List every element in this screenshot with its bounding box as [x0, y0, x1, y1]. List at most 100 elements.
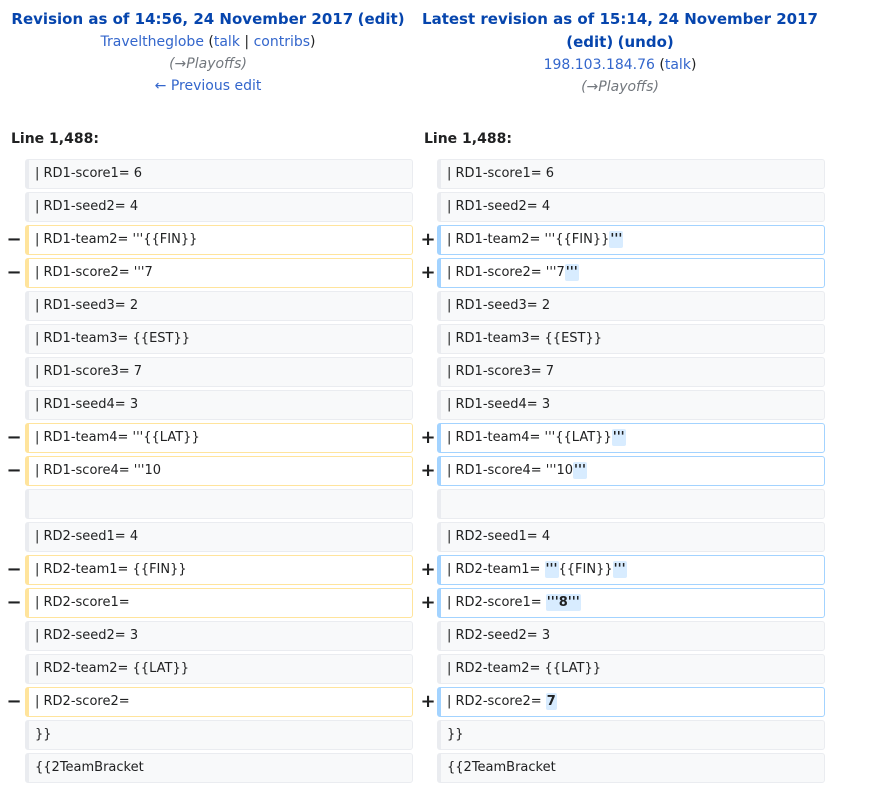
- context-line-left: | RD1-seed4= 3: [25, 390, 413, 420]
- context-line-left: }}: [25, 720, 413, 750]
- context-line-left: | RD2-seed2= 3: [25, 621, 413, 651]
- inserted-text: ''': [609, 231, 624, 248]
- context-line-left: | RD1-seed3= 2: [25, 291, 413, 321]
- diff-row: | RD1-team3= {{EST}} | RD1-team3= {{EST}}: [0, 324, 874, 354]
- left-section-link[interactable]: Playoffs: [186, 56, 242, 72]
- right-edit-summary: (→Playoffs): [581, 79, 659, 95]
- context-line-right: {{2TeamBracket: [437, 753, 825, 783]
- left-section-arrow[interactable]: →: [174, 56, 187, 72]
- added-line: | RD1-team4= '''{{LAT}}''': [437, 423, 825, 453]
- previous-edit-link[interactable]: ← Previous edit: [154, 78, 262, 94]
- minus-marker: −: [6, 262, 22, 283]
- diff-row: | RD1-seed4= 3 | RD1-seed4= 3: [0, 390, 874, 420]
- added-line: | RD2-team1= '''{{FIN}}''': [437, 555, 825, 585]
- left-revision-title-link[interactable]: Revision as of 14:56, 24 November 2017: [11, 10, 354, 28]
- inserted-text: ''': [612, 561, 627, 578]
- inserted-text: ''': [544, 561, 559, 578]
- plus-marker: +: [420, 592, 436, 613]
- context-line-right: | RD1-seed2= 4: [437, 192, 825, 222]
- context-line-left: | RD1-score1= 6: [25, 159, 413, 189]
- diff-row: − + | RD1-team4= '''{{LAT}} | RD1-team4= ''…: [0, 423, 874, 453]
- plus-marker: +: [420, 460, 436, 481]
- deleted-line: | RD1-team4= '''{{LAT}}: [25, 423, 413, 453]
- minus-marker: −: [6, 229, 22, 250]
- added-text: | RD2-team1=: [447, 562, 545, 577]
- diff-row: − + | RD1-score4= '''10 | RD1-score4= '''10…: [0, 456, 874, 486]
- diff-row: | RD1-score3= 7 | RD1-score3= 7: [0, 357, 874, 387]
- right-edit-link[interactable]: edit: [573, 33, 607, 51]
- context-line-left: | RD1-seed2= 4: [25, 192, 413, 222]
- added-line: | RD1-score4= '''10''': [437, 456, 825, 486]
- added-text: | RD1-team2= '''{{FIN}}: [447, 232, 610, 247]
- left-talk-link[interactable]: talk: [213, 34, 240, 50]
- minus-marker: −: [6, 427, 22, 448]
- minus-marker: −: [6, 559, 22, 580]
- context-line-right: | RD1-seed4= 3: [437, 390, 825, 420]
- deleted-line: | RD1-score2= '''7: [25, 258, 413, 288]
- left-edit-link[interactable]: edit: [364, 10, 398, 28]
- context-line-right: [437, 489, 825, 519]
- context-line-left: | RD2-team2= {{LAT}}: [25, 654, 413, 684]
- deleted-line: | RD1-team2= '''{{FIN}}: [25, 225, 413, 255]
- diff-row: | RD1-score1= 6 | RD1-score1= 6: [0, 159, 874, 189]
- left-revision-header: Revision as of 14:56, 24 November 2017 (…: [8, 8, 408, 97]
- diff-row: | RD2-seed1= 4 | RD2-seed1= 4: [0, 522, 874, 552]
- diff-row: | RD2-team2= {{LAT}} | RD2-team2= {{LAT}}: [0, 654, 874, 684]
- plus-marker: +: [420, 229, 436, 250]
- diff-row: {{2TeamBracket {{2TeamBracket: [0, 753, 874, 783]
- diff-row: [0, 489, 874, 519]
- left-user-link[interactable]: Traveltheglobe: [100, 34, 204, 50]
- diff-row: − + | RD1-score2= '''7 | RD1-score2= '''7''…: [0, 258, 874, 288]
- added-text: {{FIN}}: [558, 562, 613, 577]
- minus-marker: −: [6, 592, 22, 613]
- context-line-right: | RD1-team3= {{EST}}: [437, 324, 825, 354]
- context-line-left: | RD2-seed1= 4: [25, 522, 413, 552]
- deleted-line: | RD2-team1= {{FIN}}: [25, 555, 413, 585]
- added-text: | RD1-score4= '''10: [447, 463, 574, 478]
- diff-row: − + | RD2-score2= | RD2-score2= 7: [0, 687, 874, 717]
- context-line-left: {{2TeamBracket: [25, 753, 413, 783]
- right-revision-header: Latest revision as of 15:14, 24 November…: [420, 8, 820, 98]
- context-line-right: | RD2-seed1= 4: [437, 522, 825, 552]
- right-section-arrow[interactable]: →: [586, 79, 599, 95]
- context-line-right: }}: [437, 720, 825, 750]
- diff-row: }}}}: [0, 720, 874, 750]
- added-text: | RD2-score2=: [447, 694, 546, 709]
- right-revision-title-link[interactable]: Latest revision as of 15:14, 24 November…: [422, 10, 818, 28]
- context-line-right: | RD2-seed2= 3: [437, 621, 825, 651]
- right-line-number: Line 1,488:: [424, 131, 512, 147]
- inserted-text: '''8''': [545, 594, 581, 611]
- context-line-right: | RD2-team2= {{LAT}}: [437, 654, 825, 684]
- minus-marker: −: [6, 460, 22, 481]
- added-line: | RD1-team2= '''{{FIN}}''': [437, 225, 825, 255]
- diff-row: − + | RD1-team2= '''{{FIN}} | RD1-team2= ''…: [0, 225, 874, 255]
- inserted-text: ''': [564, 264, 579, 281]
- undo-link[interactable]: undo: [624, 33, 667, 51]
- context-line-left: [25, 489, 413, 519]
- context-line-right: | RD1-seed3= 2: [437, 291, 825, 321]
- left-line-number: Line 1,488:: [11, 131, 99, 147]
- plus-marker: +: [420, 559, 436, 580]
- inserted-text: ''': [573, 462, 587, 479]
- diff-row: | RD1-seed2= 4 | RD1-seed2= 4: [0, 192, 874, 222]
- left-edit-summary: (→Playoffs): [169, 56, 247, 72]
- context-line-left: | RD1-score3= 7: [25, 357, 413, 387]
- added-line: | RD2-score1= '''8''': [437, 588, 825, 618]
- inserted-text: ''': [611, 429, 626, 446]
- right-talk-link[interactable]: talk: [664, 57, 691, 73]
- right-user-link[interactable]: 198.103.184.76: [543, 57, 655, 73]
- deleted-line: | RD2-score2=: [25, 687, 413, 717]
- diff-row: | RD2-seed2= 3 | RD2-seed2= 3: [0, 621, 874, 651]
- context-line-left: | RD1-team3= {{EST}}: [25, 324, 413, 354]
- left-contribs-link[interactable]: contribs: [253, 34, 311, 50]
- diff-row: | RD1-seed3= 2 | RD1-seed3= 2: [0, 291, 874, 321]
- right-section-link[interactable]: Playoffs: [598, 79, 654, 95]
- added-text: | RD1-team4= '''{{LAT}}: [447, 430, 612, 445]
- context-line-right: | RD1-score1= 6: [437, 159, 825, 189]
- minus-marker: −: [6, 691, 22, 712]
- plus-marker: +: [420, 427, 436, 448]
- added-line: | RD2-score2= 7: [437, 687, 825, 717]
- deleted-line: | RD1-score4= '''10: [25, 456, 413, 486]
- deleted-line: | RD2-score1=: [25, 588, 413, 618]
- context-line-right: | RD1-score3= 7: [437, 357, 825, 387]
